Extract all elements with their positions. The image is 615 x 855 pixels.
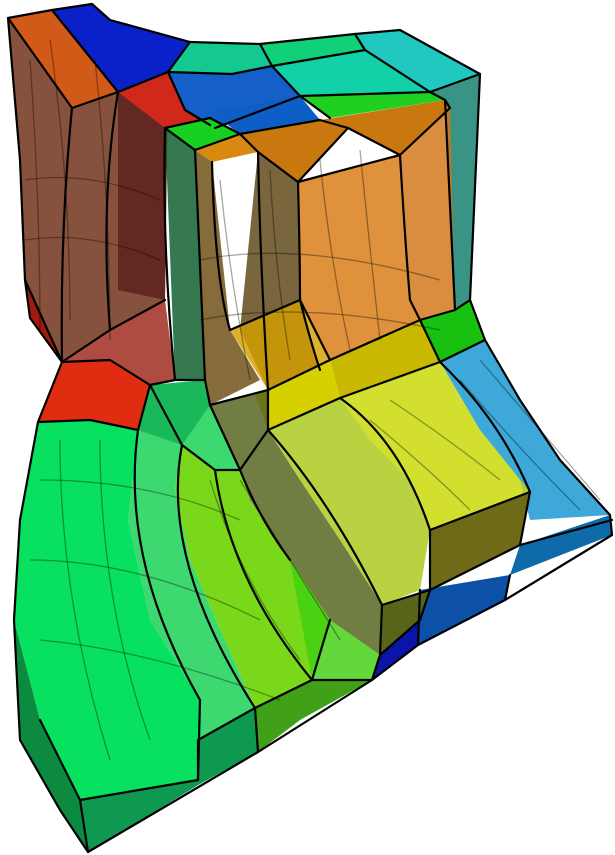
back-left-lower-red [62,300,175,385]
yellow-top-2 [255,360,340,430]
rib3-face [400,108,455,320]
green-fan-outer [14,420,200,800]
sky-blue-bottom-strip [510,515,612,575]
green-fan-band3 [175,445,330,708]
yellow-top [330,320,440,398]
back-left-wall [8,4,190,385]
right-side [372,300,612,680]
green-fan-bottom-face [14,620,88,852]
rib2-top [240,120,348,182]
back-left-top-orange [8,10,118,108]
rib2-face-front [298,155,420,360]
rib1-top [195,134,258,162]
green-fan-front-face-1 [80,708,258,852]
rib1-face [195,150,260,405]
rim-teal-1 [168,42,272,74]
rib3-top [320,100,450,155]
right-back-wall [430,74,480,310]
rim-red-left [118,72,210,128]
rim-green [300,92,445,118]
yellow-end-cap [430,492,530,590]
green-fan-front-face-2 [255,680,372,752]
yellow-face [340,362,530,530]
rim-cyan-2 [272,50,430,96]
back-left-inner-face [118,72,168,300]
top-rim [118,30,480,310]
yellow-green-rib [268,398,430,605]
red-patch [38,360,150,430]
red-band [38,360,150,430]
navy-corner [372,620,418,680]
yellow-block [210,320,530,655]
mesh-edges [6,2,614,854]
olive-rib [210,390,382,655]
rim-cyan [355,30,480,92]
olive-end-cap [380,590,430,655]
rim-blue [168,66,300,128]
blue-bottom-strip [418,575,510,645]
back-left-top-blue [52,4,190,92]
green-fan-band4 [250,500,380,680]
green-column-face [165,128,205,380]
sky-blue-wall [440,340,610,520]
